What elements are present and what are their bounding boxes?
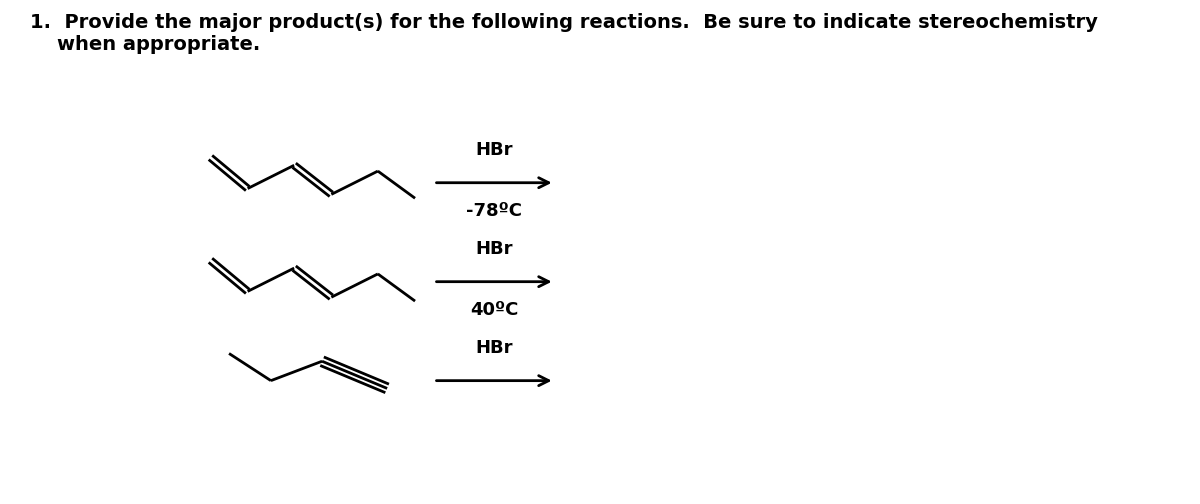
Text: 1.  Provide the major product(s) for the following reactions.  Be sure to indica: 1. Provide the major product(s) for the … [30, 13, 1098, 53]
Text: HBr: HBr [475, 339, 512, 357]
Text: HBr: HBr [475, 240, 512, 259]
Text: 40ºC: 40ºC [470, 301, 518, 319]
Text: -78ºC: -78ºC [466, 202, 522, 220]
Text: HBr: HBr [475, 142, 512, 159]
